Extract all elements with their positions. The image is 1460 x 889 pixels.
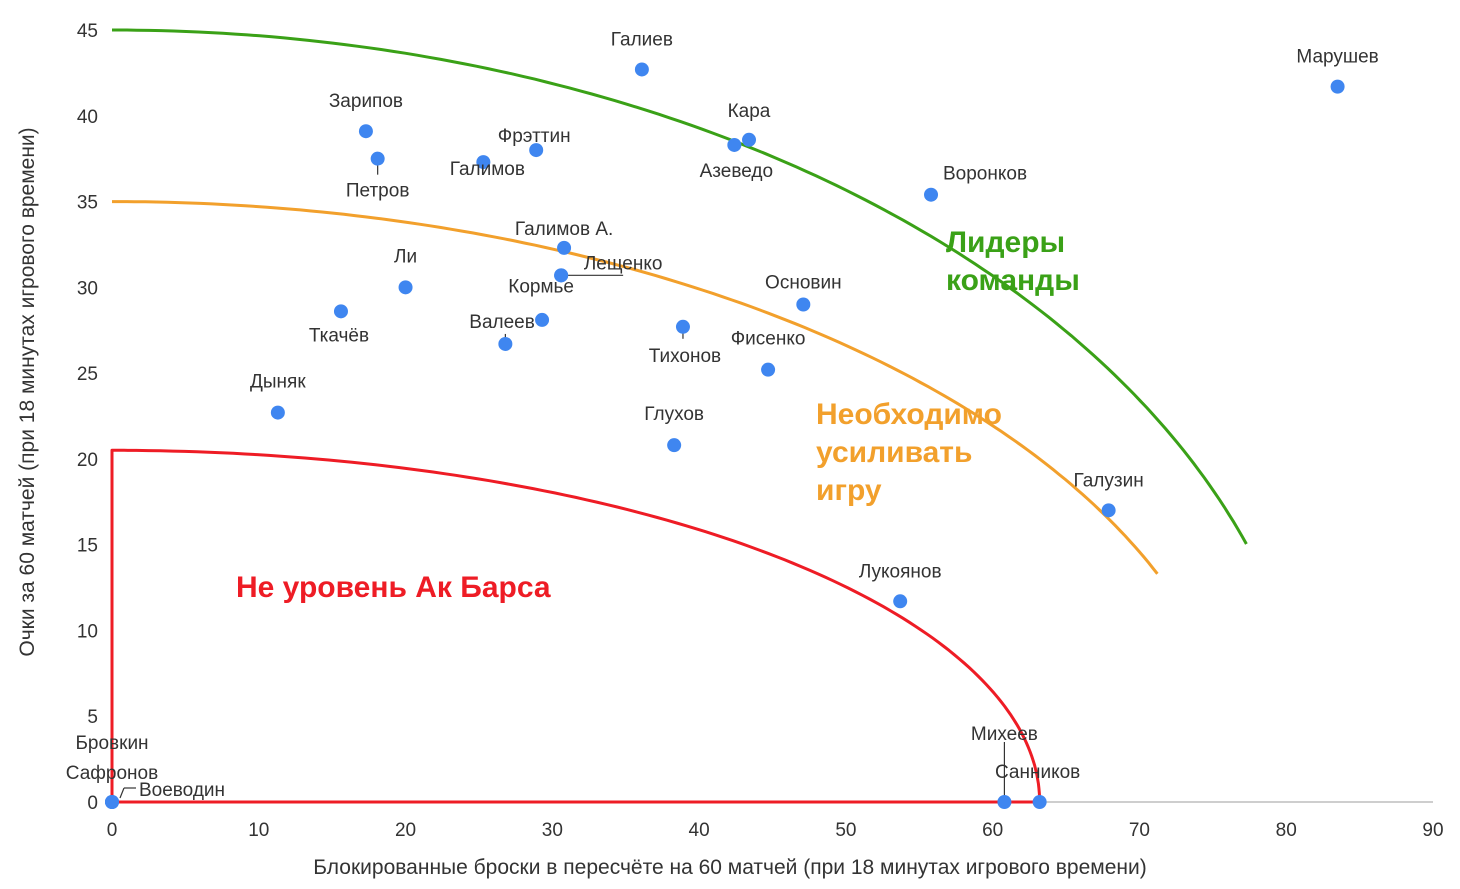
x-tick-label: 80 [1276, 820, 1297, 841]
data-point [333, 304, 348, 319]
axes: 0 10 20 30 40 50 60 70 80 90 0 5 10 15 20 25 30 35 40 45 Бло… [16, 21, 1444, 879]
x-axis-title: Блокированные броски в пересчёте на 60 м… [313, 856, 1146, 879]
point-label: Воронков [943, 164, 1027, 185]
point-label: Лещенко [584, 253, 663, 274]
point-label: Ли [394, 246, 417, 267]
improve-boundary-curve [112, 200, 1159, 575]
data-point [557, 240, 572, 255]
point-label: Фрэттин [498, 126, 571, 147]
leader-line [119, 787, 125, 799]
data-point [667, 438, 682, 453]
data-point [893, 594, 908, 609]
point-label: Галимов А. [515, 219, 613, 240]
point-label: Петров [346, 181, 410, 202]
point-label: Воеводин [139, 780, 225, 801]
y-tick-label: 0 [87, 793, 98, 814]
x-tick-label: 30 [542, 820, 563, 841]
data-point [105, 795, 119, 809]
point-label: Глухов [644, 404, 704, 425]
data-point [1101, 503, 1116, 518]
y-axis-title: Очки за 60 матчей (при 18 минутах игрово… [16, 127, 39, 656]
zone-labels: Лидеры команды Необходимо усиливать игру Не у… [236, 226, 1080, 604]
x-tick-label: 10 [248, 820, 269, 841]
zone-label: Лидеры [946, 226, 1065, 259]
x-tick-label: 70 [1129, 820, 1150, 841]
data-point [476, 155, 491, 170]
point-label: Сафронов [66, 763, 158, 784]
y-tick-label: 25 [77, 364, 98, 385]
data-point [924, 187, 939, 202]
x-tick-label: 0 [107, 820, 118, 841]
y-tick-label: 35 [77, 193, 98, 214]
data-point [727, 137, 742, 152]
zone-label: команды [946, 264, 1080, 297]
data-point [997, 795, 1012, 809]
zone-label: игру [816, 474, 882, 507]
x-tick-label: 50 [835, 820, 856, 841]
y-tick-label: 45 [77, 21, 98, 42]
data-point [742, 132, 757, 147]
data-point [761, 362, 776, 377]
zone-curves [110, 28, 1248, 804]
point-label: Фисенко [731, 329, 806, 350]
data-point [498, 336, 513, 351]
point-label: Кормье [508, 276, 574, 297]
zone-label: усиливать [816, 436, 972, 469]
y-tick-label: 40 [77, 107, 98, 128]
point-label: Санников [995, 762, 1080, 783]
point-label: Михеев [971, 724, 1038, 745]
point-label: Бровкин [75, 733, 148, 754]
y-tick-label: 5 [87, 707, 98, 728]
point-label: Дыняк [250, 372, 306, 393]
point-label: Кара [728, 101, 771, 122]
data-point [270, 405, 285, 420]
point-label: Валеев [469, 312, 535, 333]
data-points [105, 62, 1345, 809]
point-label: Тихонов [649, 346, 721, 367]
data-point [1032, 795, 1047, 809]
data-point [358, 124, 373, 139]
x-tick-label: 60 [982, 820, 1003, 841]
data-point [796, 297, 811, 312]
y-tick-label: 10 [77, 621, 98, 642]
point-label: Ткачёв [309, 325, 369, 346]
data-point [1330, 79, 1345, 94]
point-label: Азеведо [700, 161, 773, 182]
data-point [529, 143, 544, 158]
point-label: Галузин [1074, 470, 1144, 491]
point-label: Зарипов [329, 91, 403, 112]
point-label: Марушев [1296, 47, 1378, 68]
leaders-boundary-curve [112, 28, 1248, 545]
zone-label: Необходимо [816, 398, 1002, 431]
point-label: Галимов [450, 159, 525, 180]
data-point [675, 319, 690, 334]
x-tick-label: 20 [395, 820, 416, 841]
point-labels: Галиев Марушев Зарипов Кара Азеведо Фрэттин Пе… [66, 29, 1379, 801]
y-tick-label: 20 [77, 450, 98, 471]
x-tick-label: 40 [689, 820, 710, 841]
y-tick-label: 30 [77, 278, 98, 299]
data-point [370, 151, 385, 166]
zone-label: Не уровень Ак Барса [236, 571, 551, 604]
point-label: Основин [765, 272, 842, 293]
point-label: Лукоянов [859, 561, 942, 582]
x-tick-label: 90 [1422, 820, 1443, 841]
point-label: Галиев [611, 29, 673, 50]
y-tick-label: 15 [77, 536, 98, 557]
not-level-boundary-curve [110, 448, 1042, 804]
data-point [554, 268, 569, 283]
data-point [634, 62, 649, 77]
data-point [535, 312, 550, 327]
data-point [398, 280, 413, 295]
